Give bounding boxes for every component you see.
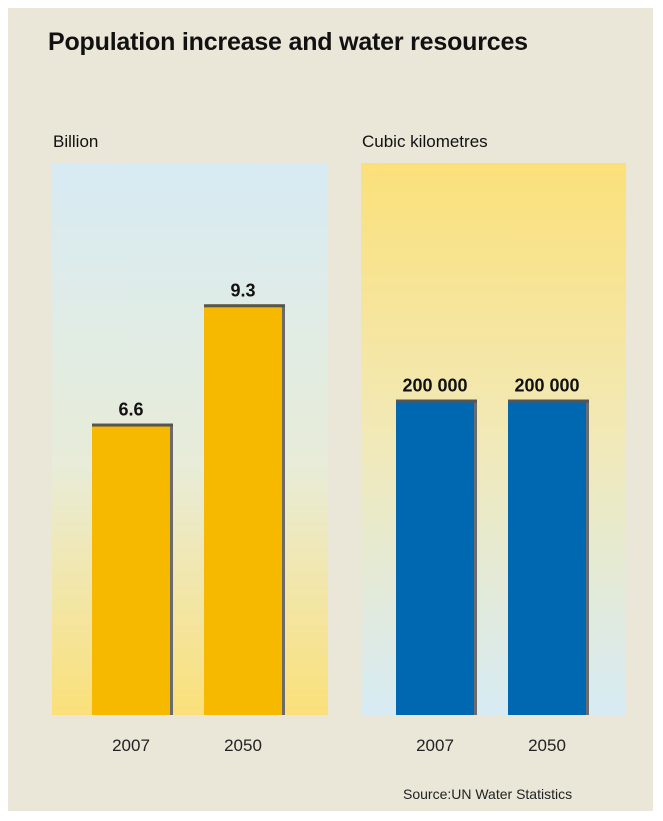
population-tick-label-2050: 2050	[224, 736, 262, 755]
population-value-label-2007: 6.6	[118, 400, 143, 420]
water-tick-label-2050: 2050	[528, 736, 566, 755]
source-note: Source:UN Water Statistics	[403, 786, 573, 802]
chart-title: Population increase and water resources	[48, 28, 528, 56]
water-axis-label: Cubic kilometres	[362, 132, 488, 151]
population-chart: 6.6 2007 9.3 2050	[52, 163, 328, 755]
water-value-label-2007: 200 000	[402, 376, 467, 396]
population-bar-top-2050	[204, 304, 285, 308]
population-bar-2007	[92, 423, 170, 715]
population-bar-2050	[204, 304, 282, 715]
water-tick-label-2007: 2007	[416, 736, 454, 755]
population-value-label-2050: 9.3	[230, 280, 255, 300]
water-bar-2050	[508, 399, 586, 715]
population-tick-label-2007: 2007	[112, 736, 150, 755]
water-value-label-2050: 200 000	[514, 376, 579, 396]
water-bar-top-2007	[396, 399, 477, 403]
population-axis-label: Billion	[53, 132, 99, 151]
water-chart: 200 000 2007 200 000 2050	[361, 163, 626, 755]
water-bar-top-2050	[508, 399, 589, 403]
water-bar-2007	[396, 399, 474, 715]
population-bar-top-2007	[92, 423, 173, 427]
